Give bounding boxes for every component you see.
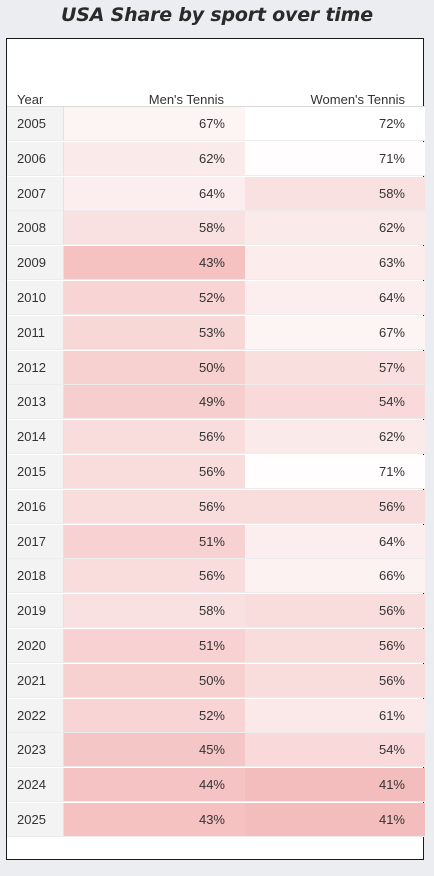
- womens-tennis-cell: 56%: [245, 629, 425, 663]
- womens-tennis-cell: 54%: [245, 733, 425, 768]
- mens-tennis-cell: 52%: [64, 281, 245, 315]
- table-row: 2016 56% 56%: [7, 489, 425, 525]
- womens-tennis-cell: 64%: [245, 281, 425, 315]
- mens-tennis-cell: 62%: [64, 141, 245, 176]
- mens-tennis-cell: 43%: [64, 803, 245, 837]
- header-divider: [7, 106, 425, 107]
- mens-tennis-cell: 50%: [64, 663, 245, 698]
- mens-tennis-cell: 53%: [64, 315, 245, 350]
- year-cell: 2008: [7, 211, 64, 246]
- womens-tennis-cell: 67%: [245, 315, 425, 350]
- table-row: 2007 64% 58%: [7, 176, 425, 212]
- year-cell: 2020: [7, 629, 64, 663]
- mens-tennis-cell: 58%: [64, 211, 245, 246]
- mens-tennis-cell: 51%: [64, 629, 245, 663]
- year-cell: 2015: [7, 455, 64, 489]
- womens-tennis-cell: 61%: [245, 698, 425, 733]
- table-row: 2025 43% 41%: [7, 803, 425, 838]
- womens-tennis-cell: 56%: [245, 594, 425, 629]
- table-row: 2011 53% 67%: [7, 315, 425, 351]
- table-frame: Year Men's Tennis Women's Tennis 2005 67%…: [6, 38, 425, 860]
- table-row: 2014 56% 62%: [7, 420, 425, 455]
- mens-tennis-cell: 52%: [64, 698, 245, 733]
- womens-tennis-cell: 54%: [245, 385, 425, 420]
- mens-tennis-cell: 58%: [64, 594, 245, 629]
- table-row: 2018 56% 66%: [7, 559, 425, 594]
- mens-tennis-cell: 67%: [64, 107, 245, 141]
- year-cell: 2013: [7, 385, 64, 420]
- womens-tennis-cell: 64%: [245, 524, 425, 559]
- mens-tennis-cell: 64%: [64, 176, 245, 211]
- mens-tennis-cell: 50%: [64, 350, 245, 385]
- womens-tennis-cell: 41%: [245, 768, 425, 803]
- year-cell: 2010: [7, 281, 64, 315]
- year-cell: 2024: [7, 768, 64, 803]
- mens-tennis-cell: 49%: [64, 385, 245, 420]
- womens-tennis-cell: 58%: [245, 176, 425, 211]
- year-cell: 2021: [7, 663, 64, 698]
- table-row: 2010 52% 64%: [7, 281, 425, 316]
- table-row: 2019 58% 56%: [7, 594, 425, 629]
- mens-tennis-cell: 56%: [64, 420, 245, 455]
- year-cell: 2007: [7, 176, 64, 211]
- mens-tennis-cell: 44%: [64, 768, 245, 803]
- year-cell: 2022: [7, 698, 64, 733]
- mens-tennis-cell: 45%: [64, 733, 245, 768]
- table-row: 2015 56% 71%: [7, 455, 425, 490]
- mens-tennis-cell: 56%: [64, 455, 245, 489]
- table-row: 2009 43% 63%: [7, 246, 425, 281]
- table-row: 2005 67% 72%: [7, 107, 425, 142]
- table-row: 2021 50% 56%: [7, 663, 425, 699]
- table-row: 2013 49% 54%: [7, 385, 425, 420]
- chart-title: USA Share by sport over time: [61, 4, 373, 26]
- mens-tennis-cell: 56%: [64, 559, 245, 594]
- year-cell: 2018: [7, 559, 64, 594]
- year-cell: 2005: [7, 107, 64, 141]
- year-cell: 2014: [7, 420, 64, 455]
- table-row: 2006 62% 71%: [7, 141, 425, 177]
- table-row: 2024 44% 41%: [7, 768, 425, 803]
- year-cell: 2012: [7, 350, 64, 385]
- womens-tennis-cell: 56%: [245, 663, 425, 698]
- table-row: 2012 50% 57%: [7, 350, 425, 386]
- mens-tennis-cell: 51%: [64, 524, 245, 559]
- womens-tennis-cell: 66%: [245, 559, 425, 594]
- year-cell: 2009: [7, 246, 64, 281]
- header-mens-tennis: Men's Tennis: [148, 92, 224, 107]
- year-cell: 2016: [7, 489, 64, 524]
- table-row: 2023 45% 54%: [7, 733, 425, 768]
- womens-tennis-cell: 41%: [245, 803, 425, 837]
- table-row: 2020 51% 56%: [7, 629, 425, 664]
- mens-tennis-cell: 56%: [64, 489, 245, 524]
- header-womens-tennis: Women's Tennis: [310, 92, 406, 107]
- womens-tennis-cell: 63%: [245, 246, 425, 281]
- header-year: Year: [17, 92, 44, 107]
- womens-tennis-cell: 71%: [245, 141, 425, 176]
- year-cell: 2019: [7, 594, 64, 629]
- mens-tennis-cell: 43%: [64, 246, 245, 281]
- womens-tennis-cell: 72%: [245, 107, 425, 141]
- womens-tennis-cell: 57%: [245, 350, 425, 385]
- year-cell: 2025: [7, 803, 64, 837]
- womens-tennis-cell: 71%: [245, 455, 425, 489]
- womens-tennis-cell: 56%: [245, 489, 425, 524]
- table-row: 2008 58% 62%: [7, 211, 425, 246]
- table-row: 2017 51% 64%: [7, 524, 425, 560]
- womens-tennis-cell: 62%: [245, 211, 425, 246]
- year-cell: 2011: [7, 315, 64, 350]
- year-cell: 2017: [7, 524, 64, 559]
- womens-tennis-cell: 62%: [245, 420, 425, 455]
- year-cell: 2023: [7, 733, 64, 768]
- year-cell: 2006: [7, 141, 64, 176]
- table-row: 2022 52% 61%: [7, 698, 425, 734]
